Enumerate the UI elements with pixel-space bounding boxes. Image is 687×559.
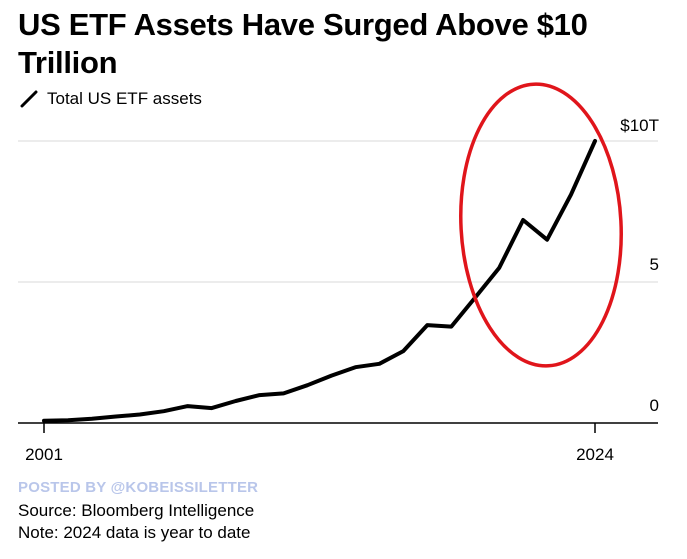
x-tick-label: 2024 xyxy=(576,445,614,464)
footnote: Note: 2024 data is year to date xyxy=(18,523,251,542)
highlight-ellipse xyxy=(459,82,623,368)
series-line-total-us-etf-assets xyxy=(42,139,597,423)
legend-label: Total US ETF assets xyxy=(47,89,202,108)
diagonal-line-icon xyxy=(20,90,38,108)
chart-title: US ETF Assets Have Surged Above $10 Tril… xyxy=(18,7,588,80)
y-tick-label: 5 xyxy=(650,255,659,274)
watermark: POSTED BY @KOBEISSILETTER xyxy=(18,479,259,496)
y-tick-label: $10T xyxy=(620,116,659,135)
legend: Total US ETF assets xyxy=(20,89,202,109)
x-tick-label: 2001 xyxy=(25,445,63,464)
source-note: Source: Bloomberg Intelligence xyxy=(18,501,255,520)
y-tick-label: 0 xyxy=(650,396,659,415)
